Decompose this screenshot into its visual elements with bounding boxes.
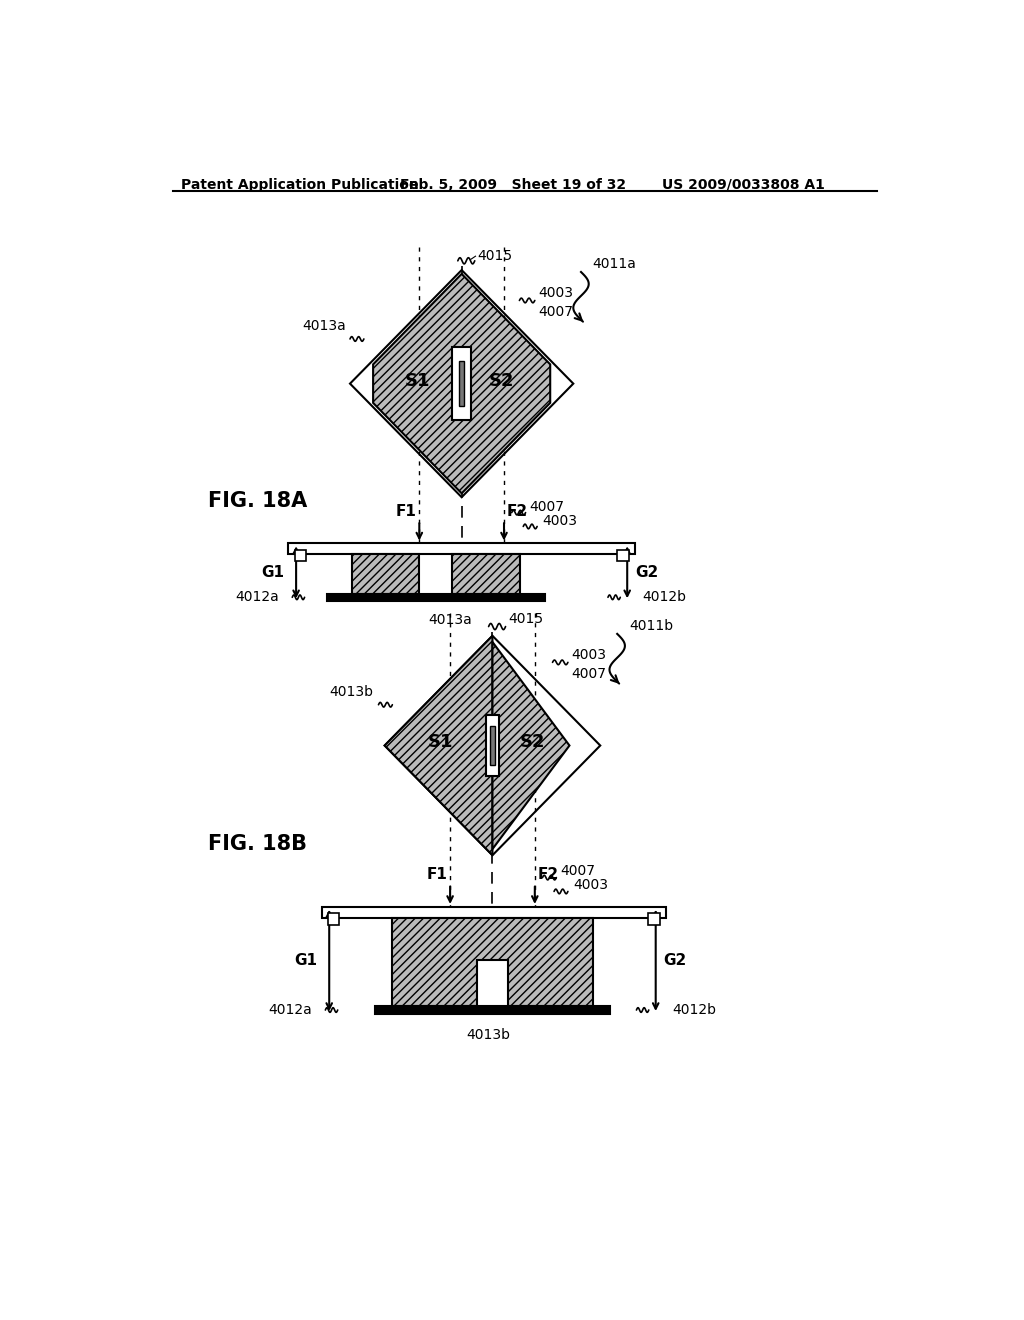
Text: 4012a: 4012a	[268, 1003, 312, 1016]
Bar	[453, 347, 471, 420]
Text: 4011b: 4011b	[630, 619, 674, 634]
Text: G1: G1	[261, 565, 284, 579]
Text: 4007: 4007	[571, 667, 607, 681]
Bar	[648, 913, 659, 924]
Text: Patent Application Publication: Patent Application Publication	[180, 178, 419, 191]
Text: G2: G2	[635, 565, 658, 579]
Text: S1: S1	[404, 371, 430, 389]
Text: F1: F1	[426, 867, 447, 882]
Bar	[485, 714, 500, 776]
Text: S1: S1	[427, 734, 453, 751]
Bar	[289, 544, 635, 554]
Text: 4003: 4003	[539, 285, 573, 300]
Text: 4007: 4007	[560, 865, 595, 878]
Text: 4013a: 4013a	[302, 319, 346, 333]
Text: 4007: 4007	[539, 305, 573, 319]
Text: 4012a: 4012a	[236, 590, 280, 605]
Text: 4003: 4003	[571, 648, 607, 661]
Bar	[490, 726, 495, 764]
Polygon shape	[493, 642, 569, 849]
Text: 4013b: 4013b	[467, 1028, 511, 1041]
Bar	[328, 913, 339, 924]
Text: 4007: 4007	[529, 500, 564, 515]
Text: 4012b: 4012b	[643, 590, 687, 605]
Text: 4003: 4003	[543, 513, 578, 528]
Bar	[477, 960, 508, 1006]
Bar	[322, 907, 666, 917]
Text: F2: F2	[538, 867, 559, 882]
Text: 4013b: 4013b	[329, 685, 373, 698]
Text: 4015: 4015	[508, 612, 543, 626]
Bar	[327, 594, 545, 601]
Bar	[295, 549, 306, 561]
Bar	[376, 1006, 609, 1014]
Text: S2: S2	[488, 371, 514, 389]
Text: 4015: 4015	[477, 249, 512, 263]
Bar	[392, 917, 593, 1006]
Text: F1: F1	[395, 504, 416, 519]
Text: 4013a: 4013a	[428, 614, 472, 627]
Text: 4011a: 4011a	[593, 257, 637, 272]
Bar	[453, 554, 520, 594]
Text: 4003: 4003	[573, 878, 608, 892]
Polygon shape	[385, 636, 493, 855]
Text: FIG. 18B: FIG. 18B	[208, 834, 306, 854]
Text: S2: S2	[520, 734, 545, 751]
Text: 4012b: 4012b	[672, 1003, 716, 1016]
Bar	[459, 362, 464, 407]
Bar	[617, 549, 629, 561]
Text: F2: F2	[507, 504, 528, 519]
Text: G1: G1	[294, 953, 316, 968]
Text: US 2009/0033808 A1: US 2009/0033808 A1	[662, 178, 824, 191]
Bar	[351, 554, 419, 594]
Text: FIG. 18A: FIG. 18A	[208, 491, 307, 511]
Polygon shape	[373, 275, 550, 494]
Text: G2: G2	[664, 953, 687, 968]
Text: Feb. 5, 2009   Sheet 19 of 32: Feb. 5, 2009 Sheet 19 of 32	[400, 178, 627, 191]
